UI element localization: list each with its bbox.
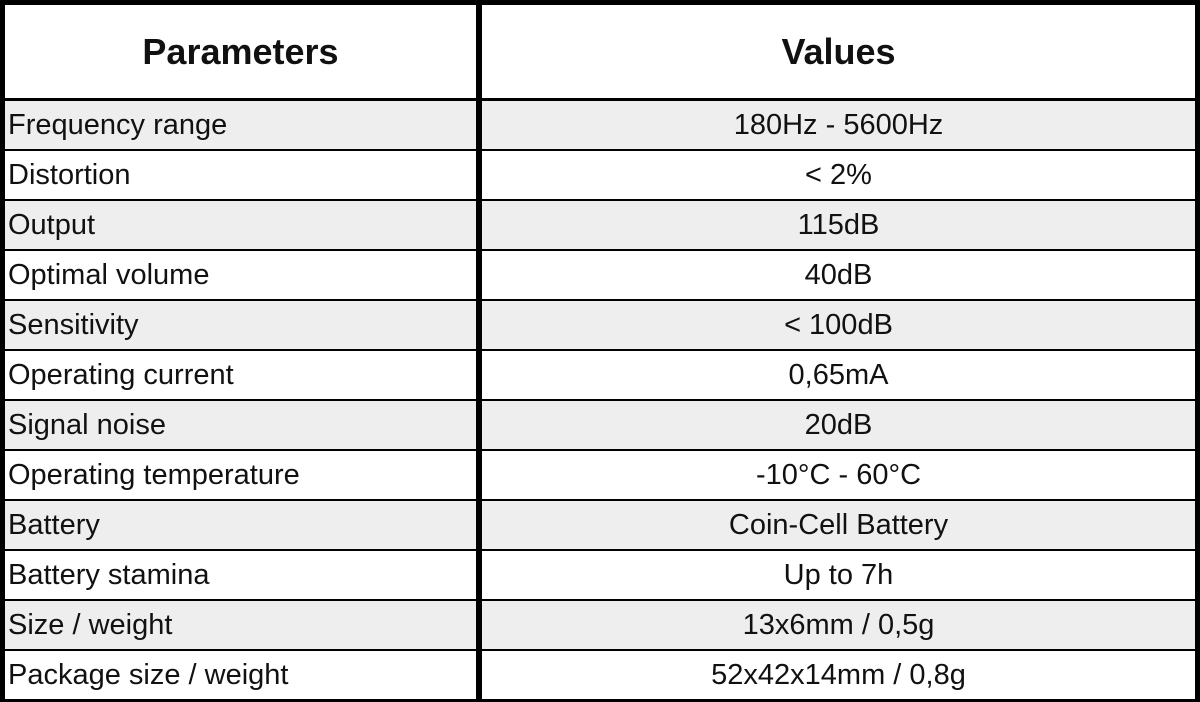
value-cell: 180Hz - 5600Hz: [482, 101, 1195, 149]
header-cell: Parameters: [5, 5, 476, 98]
parameter-cell: Output: [5, 201, 476, 249]
parameter-cell: Package size / weight: [5, 651, 476, 699]
parameter-cell: Signal noise: [5, 401, 476, 449]
value-cell: 115dB: [482, 201, 1195, 249]
parameter-cell: Size / weight: [5, 601, 476, 649]
parameter-cell: Battery stamina: [5, 551, 476, 599]
value-cell: 20dB: [482, 401, 1195, 449]
value-cell: 0,65mA: [482, 351, 1195, 399]
parameter-cell: Operating temperature: [5, 451, 476, 499]
parameter-cell: Sensitivity: [5, 301, 476, 349]
value-cell: -10°C - 60°C: [482, 451, 1195, 499]
value-cell: 40dB: [482, 251, 1195, 299]
parameter-cell: Optimal volume: [5, 251, 476, 299]
value-cell: Coin-Cell Battery: [482, 501, 1195, 549]
parameter-cell: Frequency range: [5, 101, 476, 149]
value-cell: 13x6mm / 0,5g: [482, 601, 1195, 649]
parameter-cell: Battery: [5, 501, 476, 549]
value-cell: Up to 7h: [482, 551, 1195, 599]
value-cell: < 2%: [482, 151, 1195, 199]
header-cell: Values: [482, 5, 1195, 98]
parameter-cell: Distortion: [5, 151, 476, 199]
value-cell: < 100dB: [482, 301, 1195, 349]
value-cell: 52x42x14mm / 0,8g: [482, 651, 1195, 699]
parameter-cell: Operating current: [5, 351, 476, 399]
